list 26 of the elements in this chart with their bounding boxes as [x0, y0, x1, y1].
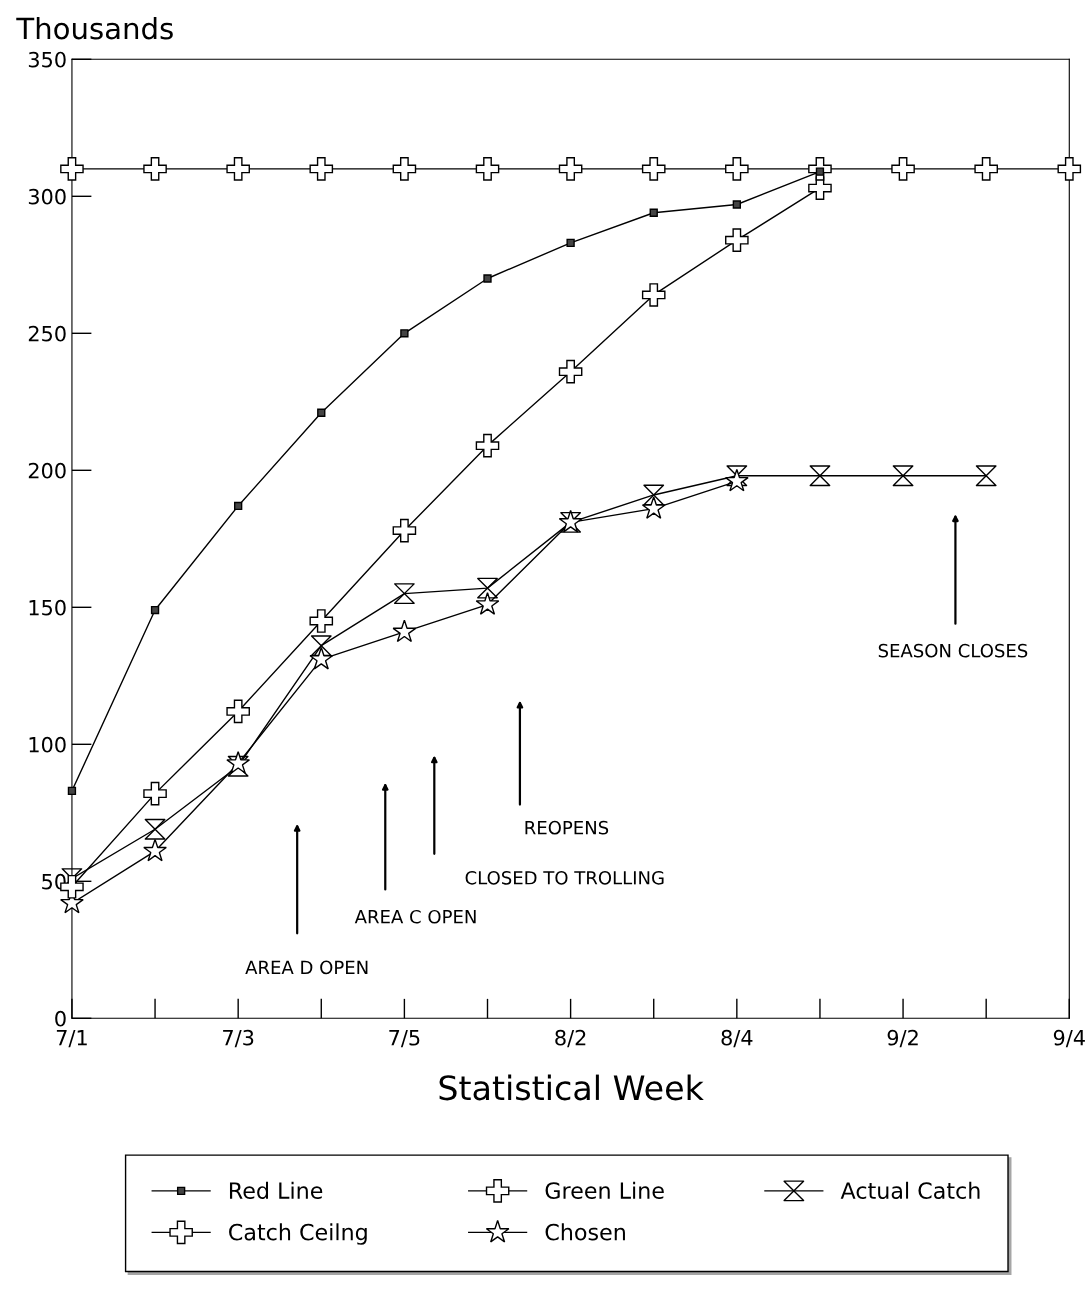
legend-label: Red Line: [229, 1181, 323, 1199]
annotation: AREA C OPEN: [354, 909, 476, 924]
y-tick-label: 350: [28, 51, 66, 68]
y-tick-label: 300: [28, 188, 66, 205]
legend-label: Chosen: [545, 1223, 625, 1241]
y-tick-label: 200: [28, 462, 66, 479]
annotation: CLOSED TO TROLLING: [465, 870, 664, 885]
annotation: REOPENS: [525, 820, 609, 835]
legend-label: Catch Ceilng: [229, 1223, 367, 1245]
legend-label: Green Line: [545, 1181, 664, 1199]
x-tick-label: 8/2: [555, 1029, 586, 1048]
x-tick-label: 7/5: [389, 1030, 420, 1048]
x-tick-label: 7/3: [223, 1029, 254, 1048]
y-tick-label: 150: [29, 599, 66, 616]
x-tick-label: 7/1: [56, 1030, 87, 1048]
y-tick-label: 100: [29, 736, 66, 753]
x-tick-label: 9/2: [887, 1029, 918, 1048]
x-tick-label: 8/4: [721, 1029, 753, 1048]
y-tick-label: 0: [55, 1010, 66, 1027]
y-axis-title: Thousands: [16, 16, 173, 40]
y-tick-label: 250: [28, 325, 66, 342]
annotation: SEASON CLOSES: [878, 643, 1028, 658]
annotation: AREA D OPEN: [245, 960, 368, 975]
x-tick-label: 9/4: [1053, 1029, 1085, 1048]
x-axis-title: Statistical Week: [439, 1074, 704, 1101]
legend-label: Actual Catch: [840, 1181, 980, 1199]
